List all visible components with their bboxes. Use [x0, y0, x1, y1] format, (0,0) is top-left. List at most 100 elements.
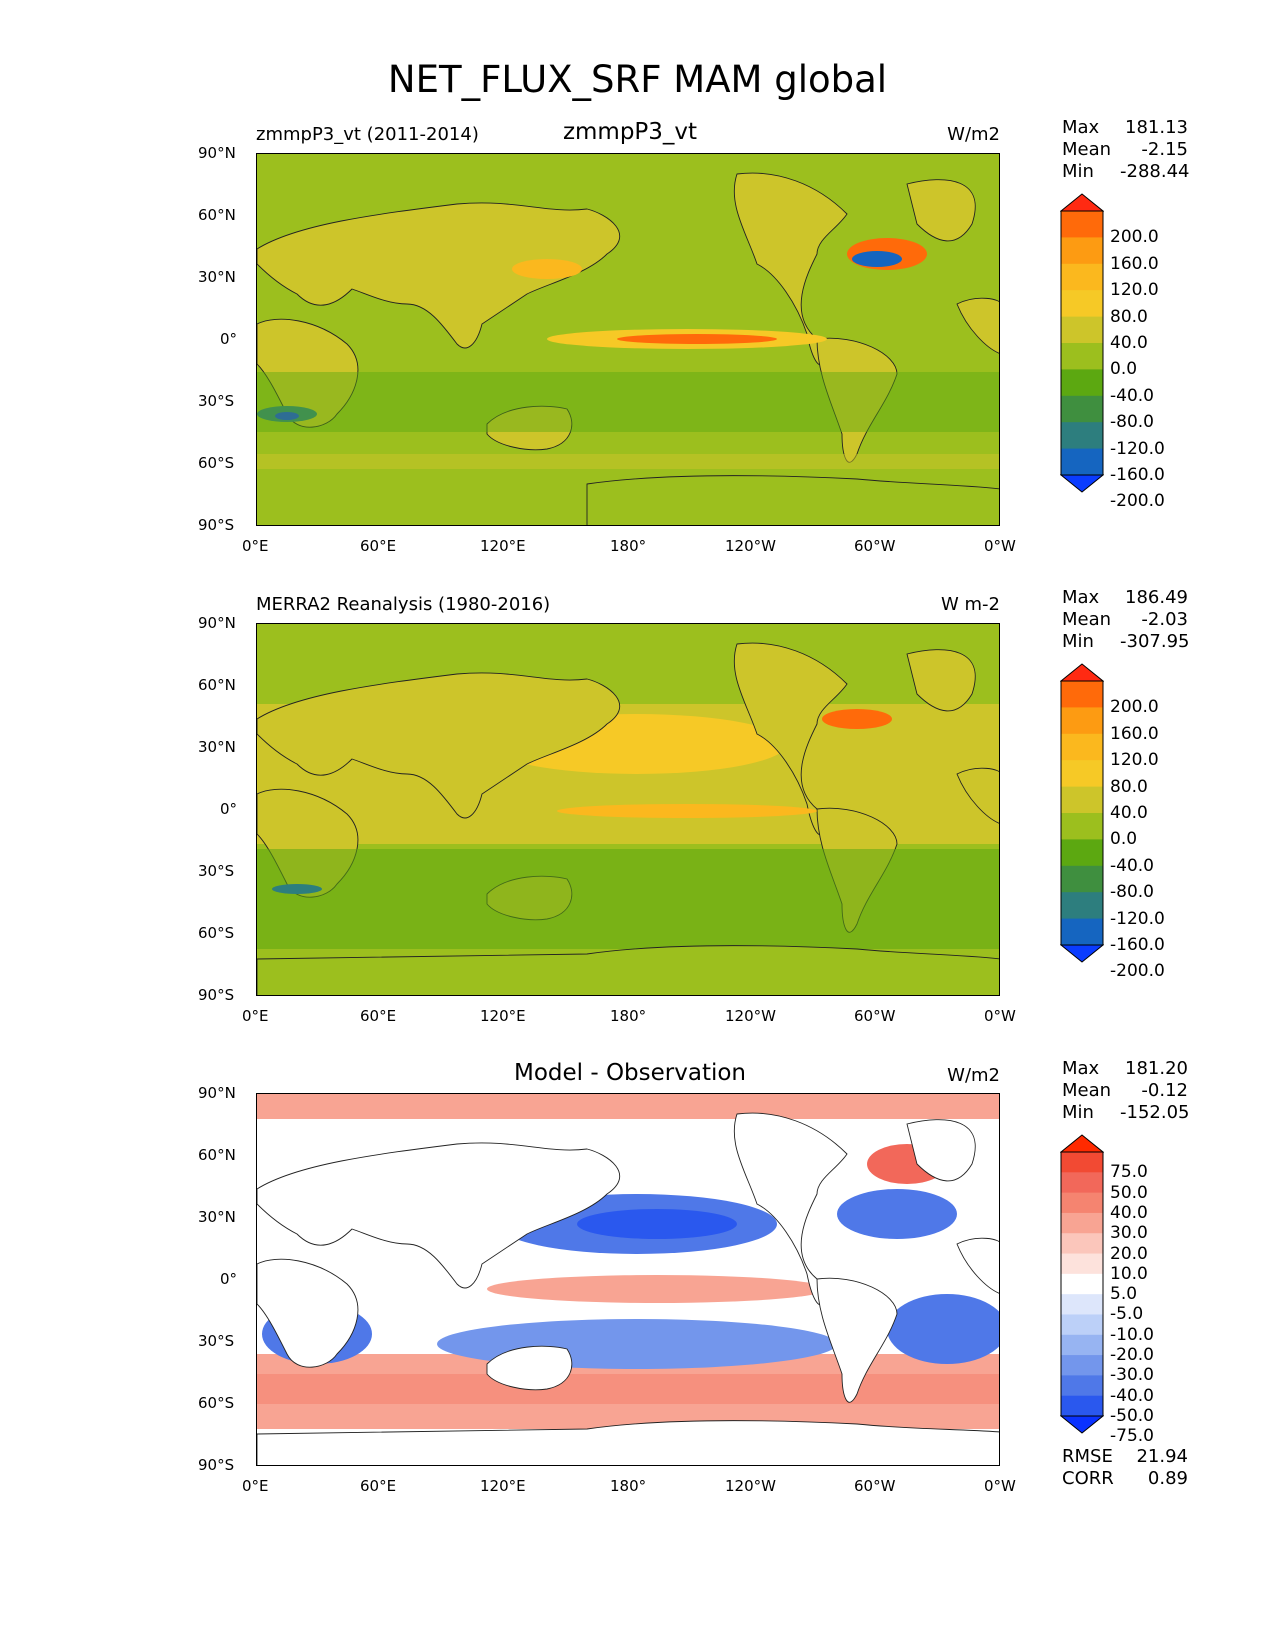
panel1-map [256, 153, 1000, 526]
min-value: -152.05 [1120, 1102, 1190, 1123]
colorbar-segment [1061, 1152, 1103, 1173]
panel3-lat-tick: 60°S [198, 1394, 235, 1412]
colorbar-tick-label: -120.0 [1110, 908, 1165, 929]
panel2-lat-tick: 0° [220, 800, 238, 818]
colorbar-segment [1061, 865, 1103, 893]
colorbar-segment [1061, 760, 1103, 788]
colorbar-tick-label: -50.0 [1110, 1406, 1154, 1426]
panel1-left-title: zmmpP3_vt (2011-2014) [256, 124, 479, 145]
colorbar-tick-label: -40.0 [1110, 855, 1154, 876]
max-value: 186.49 [1125, 587, 1188, 608]
panel3-lon-tick: 0°W [984, 1477, 1016, 1495]
colorbar-segment [1061, 316, 1103, 344]
colorbar-tick-label: 50.0 [1110, 1182, 1148, 1203]
panel3-metrics: RMSE 21.94 CORR 0.89 [1062, 1446, 1188, 1490]
panel3-units: W/m2 [947, 1065, 1000, 1086]
colorbar-segment [1061, 733, 1103, 761]
colorbar-segment [1061, 343, 1103, 370]
panel1-lat-tick: 60°S [198, 454, 235, 472]
panel1-lon-tick: 60°W [854, 537, 896, 555]
panel3-lon-tick: 60°W [854, 1477, 896, 1495]
mean-value: -2.03 [1141, 609, 1188, 630]
panel3-stats: Max 181.20 Mean -0.12 Min -152.05 [1062, 1058, 1190, 1124]
panel3-lat-tick: 0° [220, 1270, 238, 1288]
colorbar-segment [1061, 1395, 1103, 1417]
colorbar-extend-bottom [1060, 1415, 1104, 1434]
colorbar-tick-label: 40.0 [1110, 1202, 1148, 1223]
colorbar-segment [1061, 395, 1103, 423]
mean-value: -2.15 [1141, 139, 1188, 160]
panel1-lon-tick: 120°E [480, 537, 526, 555]
panel2-lon-tick: 60°E [360, 1007, 397, 1025]
panel1-units: W/m2 [947, 124, 1000, 145]
panel1-center-title: zmmpP3_vt [562, 119, 698, 145]
colorbar-segment [1061, 263, 1103, 291]
colorbar-frame [1060, 680, 1104, 946]
colorbar-segment [1061, 211, 1103, 238]
min-label: Min [1062, 631, 1094, 652]
colorbar-tick-label: -40.0 [1110, 385, 1154, 406]
colorbar-segment [1061, 369, 1103, 397]
panel2-colorbar [1060, 663, 1104, 963]
colorbar-segment [1061, 839, 1103, 867]
min-label: Min [1062, 161, 1094, 182]
colorbar-segment [1061, 1334, 1103, 1356]
panel1-lat-tick: 60°N [198, 206, 236, 224]
panel1-lat-tick: 30°S [198, 392, 235, 410]
panel2-lon-tick: 120°W [725, 1007, 776, 1025]
colorbar-frame [1060, 210, 1104, 476]
colorbar-segment [1061, 1172, 1103, 1194]
colorbar-extend-top [1060, 193, 1104, 212]
panel1-colorbar [1060, 193, 1104, 493]
panel1-lat-tick: 0° [220, 330, 238, 348]
colorbar-frame [1060, 1151, 1104, 1417]
panel1-lat-tick: 90°N [198, 144, 236, 162]
colorbar-tick-label: -80.0 [1110, 882, 1154, 903]
colorbar-segment [1061, 448, 1103, 476]
panel2-lon-tick: 0°E [242, 1007, 269, 1025]
panel1-lon-tick: 0°E [242, 537, 269, 555]
colorbar-tick-label: 40.0 [1110, 803, 1148, 823]
colorbar-tick-label: -120.0 [1110, 438, 1165, 459]
panel2-map [256, 623, 1000, 996]
max-value: 181.13 [1125, 117, 1188, 138]
panel3-lat-tick: 90°S [198, 1456, 235, 1474]
panel2-units: W m-2 [940, 594, 1000, 615]
panel3-lon-tick: 0°E [242, 1477, 269, 1495]
colorbar-tick-label: -20.0 [1110, 1345, 1154, 1366]
colorbar-tick-label: -200.0 [1110, 961, 1165, 982]
colorbar-tick-label: 30.0 [1110, 1223, 1148, 1244]
corr-label: CORR [1062, 1468, 1114, 1489]
mean-value: -0.12 [1141, 1080, 1188, 1101]
colorbar-segment [1061, 1375, 1103, 1397]
panel2-lon-tick: 120°E [480, 1007, 526, 1025]
colorbar-tick-label: 5.0 [1110, 1284, 1138, 1305]
colorbar-extend-top [1060, 1134, 1104, 1153]
panel2-lat-tick: 90°S [198, 986, 235, 1004]
colorbar-tick-label: 120.0 [1110, 280, 1159, 301]
colorbar-segment [1061, 1294, 1103, 1315]
colorbar-segment [1061, 892, 1103, 920]
colorbar-segment [1061, 1314, 1103, 1336]
panel1-lon-tick: 60°E [360, 537, 397, 555]
panel2-lat-tick: 90°N [198, 614, 236, 632]
panel1-lon-tick: 0°W [984, 537, 1016, 555]
panel3-lon-tick: 60°E [360, 1477, 397, 1495]
panel2-stats: Max 186.49 Mean -2.03 Min -307.95 [1062, 587, 1189, 653]
colorbar-tick-label: 10.0 [1110, 1263, 1148, 1284]
colorbar-tick-label: -30.0 [1110, 1365, 1154, 1386]
max-label: Max [1062, 117, 1100, 138]
colorbar-tick-label: 120.0 [1110, 750, 1159, 771]
panel1-lat-tick: 90°S [198, 516, 235, 534]
min-value: -288.44 [1120, 161, 1190, 182]
colorbar-segment [1061, 786, 1103, 814]
colorbar-tick-label: -75.0 [1110, 1426, 1154, 1447]
min-label: Min [1062, 1102, 1094, 1123]
panel2-lat-tick: 30°S [198, 862, 235, 880]
colorbar-tick-label: 20.0 [1110, 1243, 1148, 1264]
colorbar-tick-label: 200.0 [1110, 227, 1159, 248]
figure-title: NET_FLUX_SRF MAM global [387, 58, 888, 101]
panel1-lon-tick: 180° [610, 537, 647, 555]
colorbar-tick-label: 160.0 [1110, 253, 1159, 274]
panel1-stats: Max 181.13 Mean -2.15 Min -288.44 [1062, 117, 1190, 183]
